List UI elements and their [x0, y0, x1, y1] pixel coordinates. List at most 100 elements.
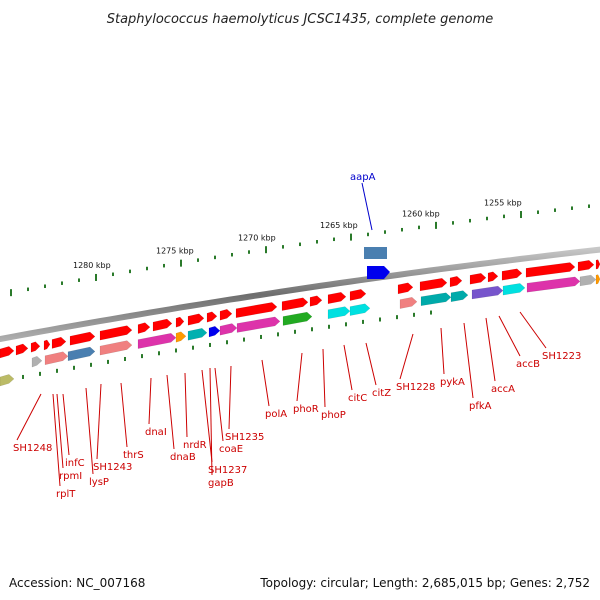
gene-label-lines — [16, 182, 547, 487]
tick-label: 1280 kbp — [73, 261, 111, 270]
gene-label: phoR — [293, 404, 319, 415]
tick-label: 1260 kbp — [402, 209, 440, 218]
gene-label-line — [498, 315, 521, 357]
gene-feature — [219, 323, 238, 336]
gene-label-line — [343, 344, 353, 391]
gene-feature — [51, 336, 67, 349]
gene-label-line — [214, 367, 224, 442]
gene-feature — [208, 325, 221, 338]
gene-feature — [501, 268, 523, 281]
gene-feature — [99, 340, 133, 356]
tick-mark — [260, 334, 262, 339]
tick-mark — [588, 204, 590, 208]
tick-mark — [163, 263, 165, 268]
gene-label: coaE — [219, 444, 243, 455]
gene-feature — [43, 339, 51, 351]
gene-feature — [487, 271, 499, 283]
tick-mark — [39, 371, 41, 376]
gene-feature — [471, 285, 504, 300]
gene-feature — [187, 328, 208, 341]
gene-feature — [502, 283, 526, 296]
gene-feature — [0, 346, 15, 359]
tick-mark — [175, 348, 177, 353]
gene-feature — [327, 291, 347, 305]
tick-mark — [44, 284, 46, 288]
gene-feature — [69, 331, 96, 346]
gene-feature — [281, 297, 309, 311]
tick-mark — [401, 227, 403, 232]
tick-mark — [197, 258, 199, 262]
gene-feature — [397, 282, 414, 295]
accession-text: Accession: NC_007168 — [9, 576, 145, 590]
gene-label: SH1223 — [542, 351, 581, 362]
tick-mark — [90, 362, 92, 367]
gene-feature — [399, 297, 418, 309]
gene-label: gapB — [208, 478, 234, 489]
tick-mark — [350, 233, 352, 241]
gene-label: dnaB — [170, 452, 196, 463]
tick-mark — [537, 210, 539, 214]
tick-mark — [56, 368, 58, 373]
tick-mark — [158, 351, 160, 356]
tick-mark — [124, 356, 126, 361]
gene-feature — [175, 331, 187, 343]
gene-label-line — [296, 352, 303, 402]
gene-label-line — [463, 322, 474, 399]
gene-feature — [327, 306, 351, 320]
tick-mark — [435, 221, 437, 229]
gene-label-line — [56, 393, 64, 469]
tick-mark — [243, 337, 245, 342]
gene-label-line — [62, 393, 70, 456]
tick-mark — [469, 218, 471, 223]
tick-mark — [299, 242, 301, 247]
tick-label: 1270 kbp — [238, 233, 276, 242]
gene-label: accB — [516, 359, 540, 370]
tick-mark — [345, 322, 347, 327]
tick-mark — [503, 214, 505, 219]
tick-mark — [180, 259, 182, 267]
gene-label: SH1235 — [225, 432, 264, 443]
gene-label: polA — [265, 409, 287, 420]
tick-mark — [396, 315, 398, 320]
gene-features — [0, 247, 600, 387]
gene-label: thrS — [123, 450, 144, 461]
gene-label-line — [85, 387, 94, 475]
gene-label-line — [399, 333, 414, 380]
tick-mark — [282, 245, 284, 249]
gene-feature — [577, 260, 595, 272]
gene-feature — [67, 346, 96, 362]
aapA-feature — [364, 247, 387, 259]
gene-label-line — [120, 382, 128, 448]
gene-feature — [420, 292, 452, 306]
tick-mark — [95, 273, 97, 281]
gene-label-line — [166, 374, 175, 450]
gene-label: lysP — [89, 477, 109, 488]
tick-mark — [61, 281, 63, 285]
gene-feature — [187, 313, 205, 326]
tick-labels: 1280 kbp 1275 kbp 1270 kbp 1265 kbp 1260 kbp… — [73, 199, 522, 270]
tick-mark — [146, 266, 148, 271]
tick-mark — [384, 230, 386, 234]
tick-mark — [328, 324, 330, 329]
tick-mark — [192, 345, 194, 350]
gene-feature — [595, 259, 600, 270]
gene-label-line — [52, 393, 61, 487]
gene-feature — [44, 351, 69, 366]
gene-feature — [15, 343, 29, 356]
gene-feature — [469, 273, 487, 285]
tick-mark — [316, 240, 318, 244]
tick-mark — [311, 327, 313, 332]
tick-mark — [112, 272, 114, 277]
gene-feature — [30, 341, 41, 353]
gene-label: rpmI — [59, 471, 82, 482]
gene-label: citC — [348, 393, 367, 404]
tick-mark — [418, 225, 420, 230]
gene-label: pfkA — [469, 401, 492, 412]
gene-label: accA — [491, 384, 515, 395]
tick-mark — [78, 278, 80, 282]
tick-mark — [22, 374, 24, 379]
gene-label: SH1237 — [208, 465, 247, 476]
tick-mark — [294, 329, 296, 334]
tick-mark — [231, 252, 233, 257]
